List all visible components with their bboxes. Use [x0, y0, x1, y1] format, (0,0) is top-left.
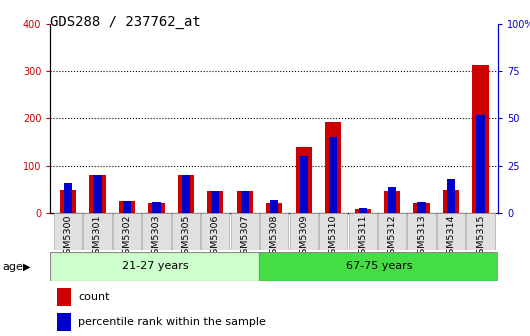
FancyBboxPatch shape — [231, 213, 259, 250]
Bar — [152, 202, 161, 213]
FancyBboxPatch shape — [54, 213, 82, 250]
Bar — [211, 191, 219, 213]
Bar — [443, 190, 459, 213]
Text: GSM5303: GSM5303 — [152, 214, 161, 260]
Bar — [241, 191, 249, 213]
Bar — [388, 187, 396, 213]
Text: GSM5315: GSM5315 — [476, 214, 485, 260]
FancyBboxPatch shape — [172, 213, 200, 250]
Bar — [148, 203, 164, 213]
Bar — [384, 191, 400, 213]
Text: GSM5307: GSM5307 — [240, 214, 249, 260]
Bar — [57, 288, 72, 306]
Text: GSM5311: GSM5311 — [358, 214, 367, 260]
Bar — [182, 175, 190, 213]
Text: GSM5312: GSM5312 — [387, 214, 396, 260]
Text: GSM5301: GSM5301 — [93, 214, 102, 260]
Bar — [60, 190, 76, 213]
FancyBboxPatch shape — [408, 213, 436, 250]
FancyBboxPatch shape — [142, 213, 171, 250]
Bar — [93, 175, 102, 213]
Bar — [329, 137, 337, 213]
Bar — [237, 191, 253, 213]
Text: GDS288 / 237762_at: GDS288 / 237762_at — [50, 15, 201, 29]
FancyBboxPatch shape — [319, 213, 347, 250]
FancyBboxPatch shape — [201, 213, 229, 250]
Bar — [178, 175, 194, 213]
Text: GSM5300: GSM5300 — [64, 214, 73, 260]
FancyBboxPatch shape — [466, 213, 494, 250]
FancyBboxPatch shape — [260, 213, 288, 250]
Text: GSM5302: GSM5302 — [122, 214, 131, 260]
FancyBboxPatch shape — [113, 213, 141, 250]
FancyBboxPatch shape — [289, 213, 318, 250]
Text: GSM5309: GSM5309 — [299, 214, 308, 260]
Bar — [355, 209, 371, 213]
Bar — [299, 157, 308, 213]
Bar — [418, 202, 426, 213]
Text: GSM5308: GSM5308 — [270, 214, 279, 260]
Text: 21-27 years: 21-27 years — [121, 261, 188, 271]
FancyBboxPatch shape — [349, 213, 377, 250]
FancyBboxPatch shape — [50, 252, 259, 281]
FancyBboxPatch shape — [83, 213, 112, 250]
Bar — [90, 175, 105, 213]
Text: GSM5306: GSM5306 — [211, 214, 220, 260]
FancyBboxPatch shape — [259, 252, 498, 281]
Bar — [325, 122, 341, 213]
Bar — [266, 203, 282, 213]
Bar — [447, 179, 455, 213]
Bar — [296, 147, 312, 213]
Text: age: age — [3, 262, 23, 272]
Bar — [476, 115, 484, 213]
Bar — [270, 200, 278, 213]
Text: GSM5310: GSM5310 — [329, 214, 338, 260]
Text: ▶: ▶ — [23, 262, 31, 272]
Text: count: count — [78, 292, 110, 302]
Text: 67-75 years: 67-75 years — [346, 261, 412, 271]
Bar — [57, 312, 72, 331]
Bar — [119, 202, 135, 213]
Text: percentile rank within the sample: percentile rank within the sample — [78, 317, 266, 327]
Bar — [358, 208, 367, 213]
Text: GSM5305: GSM5305 — [181, 214, 190, 260]
Text: GSM5313: GSM5313 — [417, 214, 426, 260]
Bar — [472, 65, 489, 213]
FancyBboxPatch shape — [378, 213, 407, 250]
Bar — [207, 191, 224, 213]
FancyBboxPatch shape — [437, 213, 465, 250]
Bar — [64, 183, 72, 213]
Text: GSM5314: GSM5314 — [447, 214, 456, 260]
Bar — [123, 201, 131, 213]
Bar — [413, 203, 430, 213]
